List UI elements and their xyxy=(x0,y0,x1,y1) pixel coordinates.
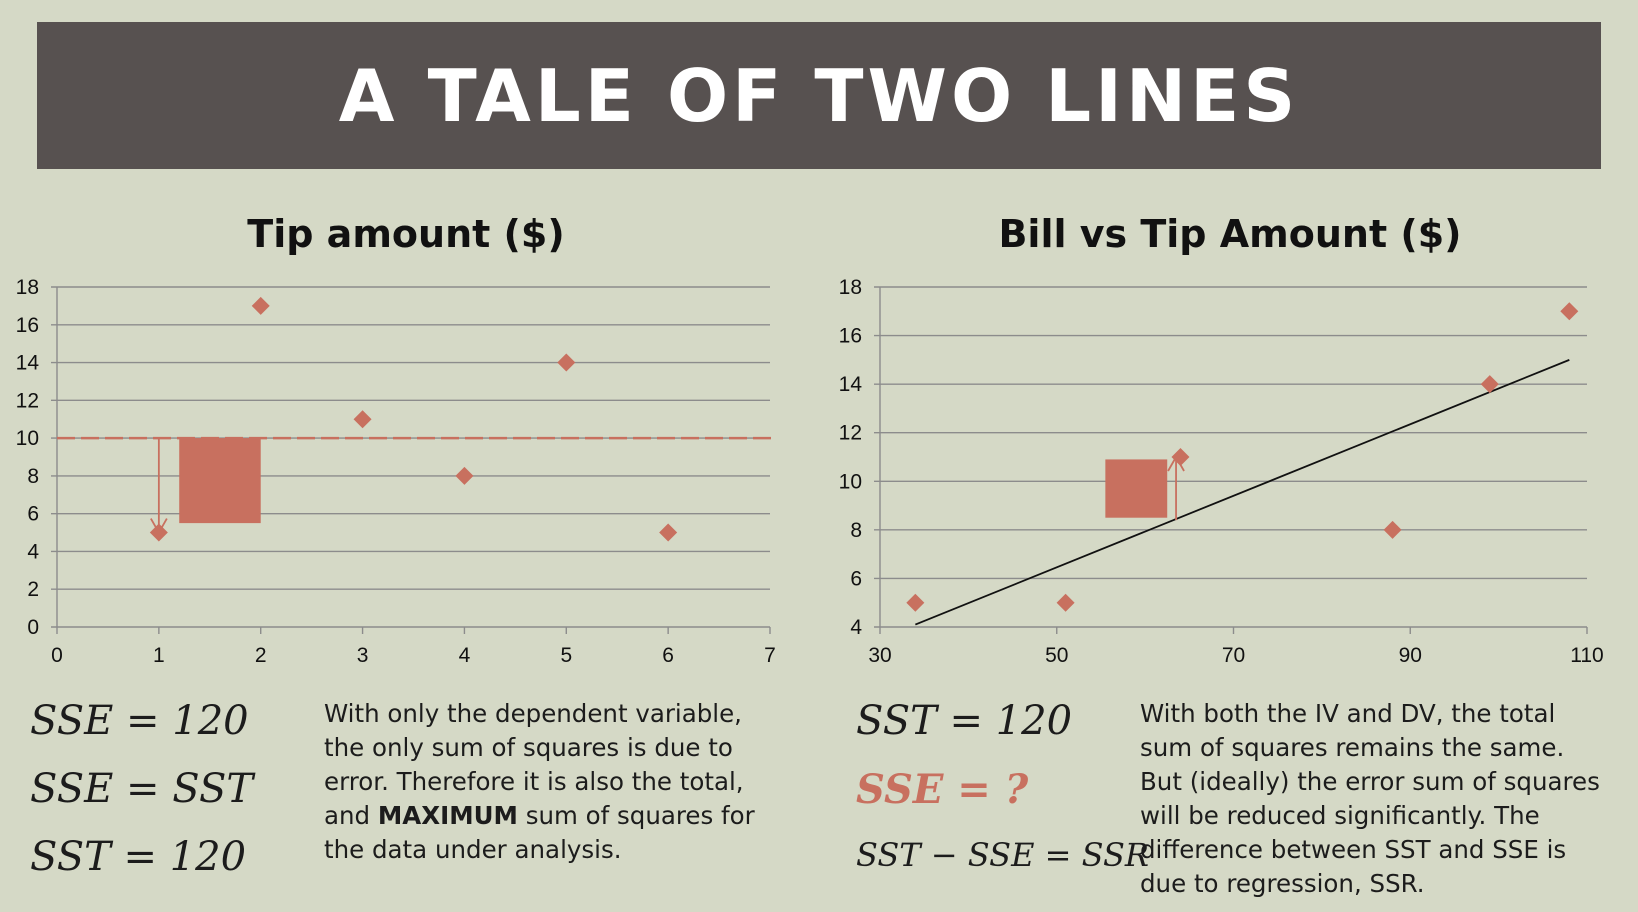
right-equation-1: SST = 120 xyxy=(856,698,1073,744)
left-chart-ytick-label: 4 xyxy=(27,540,39,563)
right-chart-ytick-label: 18 xyxy=(839,276,862,299)
right-chart-xtick-label: 110 xyxy=(1570,644,1603,667)
right-equation-3: SST − SSE = SSR xyxy=(856,836,1149,874)
left-chart-data-point xyxy=(149,523,168,542)
left-chart-data-point xyxy=(659,523,678,542)
left-description-emphasis: MAXIMUM xyxy=(377,801,518,830)
right-chart-ytick-label: 16 xyxy=(839,325,862,348)
left-chart-xtick-label: 1 xyxy=(153,644,165,667)
right-chart-ytick-label: 10 xyxy=(839,470,862,493)
right-equation-2: SSE = ? xyxy=(856,766,1029,813)
left-chart-ytick-label: 2 xyxy=(27,578,39,601)
right-chart-title: Bill vs Tip Amount ($) xyxy=(998,212,1462,256)
slide-title: A TALE OF TWO LINES xyxy=(338,53,1300,138)
left-chart-ytick-label: 14 xyxy=(16,352,40,375)
left-equation-1: SSE = 120 xyxy=(30,698,249,744)
right-chart-ytick-label: 14 xyxy=(839,373,863,396)
title-bar: A TALE OF TWO LINES xyxy=(37,22,1601,169)
left-chart-ytick-label: 18 xyxy=(16,276,39,299)
left-chart-data-point xyxy=(455,466,474,485)
left-description-part-2: sum of squares for the data under analys… xyxy=(324,801,755,864)
right-chart-data-point xyxy=(1560,302,1579,321)
right-chart-data-point xyxy=(1383,520,1402,539)
right-description: With both the IV and DV, the total sum o… xyxy=(1140,699,1600,898)
right-chart-ytick-label: 6 xyxy=(850,567,862,590)
left-chart-data-point xyxy=(353,410,372,429)
left-equation-2: SSE = SST xyxy=(30,766,254,812)
left-chart-ytick-label: 12 xyxy=(16,389,39,412)
right-chart-xtick-label: 50 xyxy=(1045,644,1068,667)
right-chart-regression-line xyxy=(915,359,1570,626)
left-chart-residual-square xyxy=(179,438,261,524)
left-chart-xtick-label: 3 xyxy=(357,644,369,667)
left-chart-ytick-label: 8 xyxy=(27,465,39,488)
right-chart-xtick-label: 90 xyxy=(1399,644,1422,667)
right-scatter-chart: 4 6 8 10 12 14 16 18 30 50 70 90 110 xyxy=(839,276,1604,667)
right-chart-xtick-label: 70 xyxy=(1222,644,1245,667)
left-chart-data-point xyxy=(251,296,270,315)
left-chart-ytick-label: 10 xyxy=(16,427,39,450)
right-chart-ytick-label: 8 xyxy=(850,519,862,542)
left-chart-data-point xyxy=(557,353,576,372)
left-chart-xtick-label: 2 xyxy=(255,644,267,667)
left-chart-title: Tip amount ($) xyxy=(247,212,565,256)
left-description-part-1: With only the dependent variable, the on… xyxy=(324,699,744,830)
right-chart-ytick-label: 12 xyxy=(839,422,862,445)
left-chart-xtick-label: 0 xyxy=(51,644,63,667)
right-chart-data-point xyxy=(1171,448,1190,466)
left-chart-xtick-label: 6 xyxy=(662,644,674,667)
left-chart-xtick-label: 5 xyxy=(560,644,572,667)
left-chart-ytick-label: 6 xyxy=(27,503,39,526)
right-chart-data-point xyxy=(1480,375,1499,394)
left-equation-3: SST = 120 xyxy=(30,834,247,880)
right-chart-ytick-label: 4 xyxy=(850,616,862,639)
right-chart-residual-square xyxy=(1105,459,1168,518)
left-chart-ytick-label: 16 xyxy=(16,314,39,337)
right-chart-data-point xyxy=(906,593,925,612)
left-chart-xtick-label: 4 xyxy=(459,644,471,667)
left-chart-ytick-label: 0 xyxy=(27,616,39,639)
left-chart-xtick-label: 7 xyxy=(764,644,776,667)
left-description: With only the dependent variable, the on… xyxy=(324,697,764,867)
right-chart-xtick-label: 30 xyxy=(868,644,891,667)
right-chart-data-point xyxy=(1056,593,1075,612)
